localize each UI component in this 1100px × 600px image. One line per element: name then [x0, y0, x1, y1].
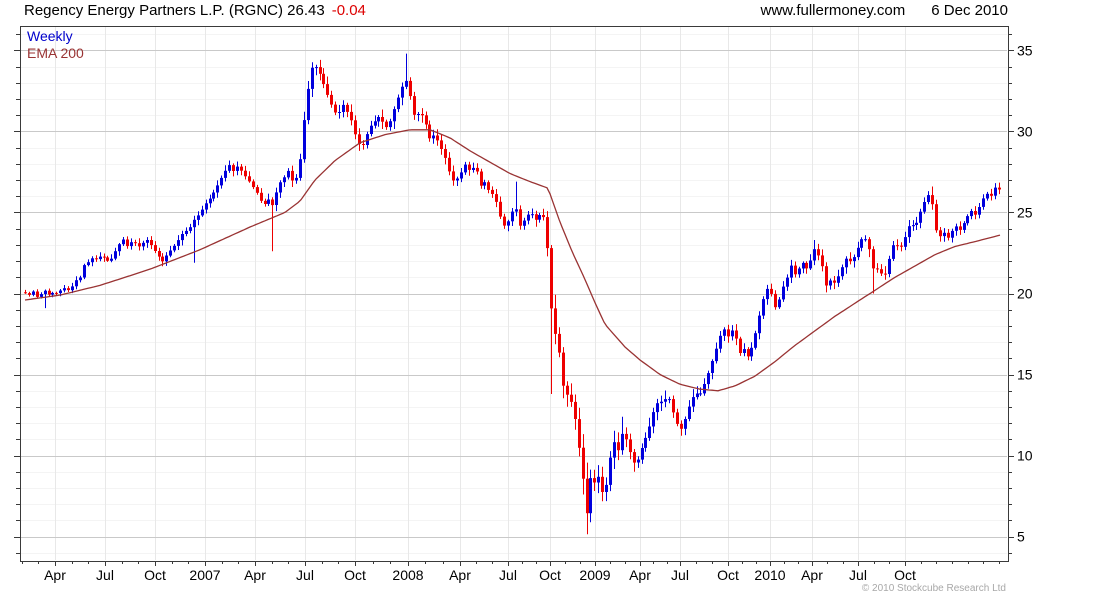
x-axis-label: Jul	[849, 567, 867, 583]
x-axis-label: 2010	[754, 567, 785, 583]
x-axis-label: Apr	[449, 567, 471, 583]
y-axis-label: 5	[1017, 529, 1025, 545]
x-axis-label: Apr	[629, 567, 651, 583]
x-axis: Apr Jul Oct 2007 Apr Jul Oct 2008 Apr Jul Oct 2009 A…	[22, 561, 1000, 583]
chart-date: 6 Dec 2010	[931, 2, 1008, 19]
y-axis-label: 10	[1017, 448, 1033, 464]
y-axis: 5 10 15 20 25 30 35	[14, 34, 1033, 554]
x-axis-label: Jul	[96, 567, 114, 583]
y-axis-label: 15	[1017, 367, 1033, 383]
x-axis-label: Apr	[801, 567, 823, 583]
y-axis-label: 30	[1017, 123, 1033, 139]
x-axis-label: 2007	[189, 567, 220, 583]
y-axis-label: 35	[1017, 42, 1033, 58]
instrument-name-price: Regency Energy Partners L.P. (RGNC) 26.4…	[24, 2, 325, 19]
x-axis-label: Apr	[44, 567, 66, 583]
chart-legend: Weekly EMA 200	[27, 28, 84, 62]
website-link[interactable]: www.fullermoney.com	[760, 2, 906, 19]
ema-line	[24, 129, 1001, 392]
candles	[24, 53, 1001, 535]
legend-ema: EMA 200	[27, 45, 84, 61]
copyright-notice: © 2010 Stockcube Research Ltd	[861, 583, 1006, 594]
legend-weekly: Weekly	[27, 28, 73, 44]
header-right: www.fullermoney.com 6 Dec 2010	[0, 2, 1009, 19]
x-axis-label: Oct	[344, 567, 366, 583]
x-axis-label: Oct	[717, 567, 739, 583]
x-axis-label: 2008	[392, 567, 423, 583]
x-axis-label: 2009	[579, 567, 610, 583]
x-axis-label: Jul	[671, 567, 689, 583]
chart-title: Regency Energy Partners L.P. (RGNC) 26.4…	[24, 2, 366, 19]
x-axis-label: Oct	[894, 567, 916, 583]
x-axis-label: Oct	[539, 567, 561, 583]
x-axis-label: Jul	[499, 567, 517, 583]
gridlines	[21, 27, 1007, 560]
price-change: -0.04	[331, 2, 366, 19]
x-axis-label: Oct	[144, 567, 166, 583]
y-axis-label: 20	[1017, 286, 1033, 302]
y-axis-label: 25	[1017, 204, 1033, 220]
x-axis-label: Jul	[296, 567, 314, 583]
x-axis-label: Apr	[244, 567, 266, 583]
